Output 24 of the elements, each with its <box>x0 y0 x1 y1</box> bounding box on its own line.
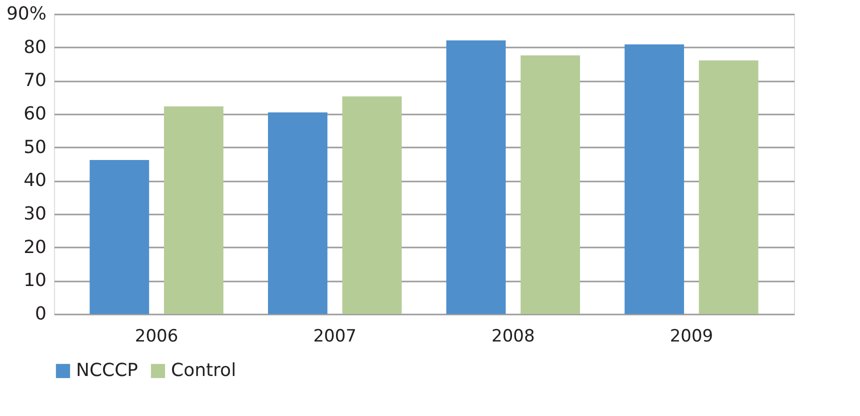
y-tick-label: 30 <box>24 204 46 224</box>
legend-label: NCCCP <box>76 360 138 381</box>
y-tick-label: 50 <box>24 136 46 158</box>
y-tick-label: 10 <box>24 270 46 292</box>
y-tick-label: 70 <box>24 70 46 92</box>
bar <box>446 40 506 314</box>
bar <box>164 106 224 314</box>
y-tick-label: 60 <box>24 104 46 124</box>
legend-label: Control <box>171 360 236 381</box>
x-tick-label: 2008 <box>492 326 535 346</box>
bar <box>624 44 684 314</box>
y-tick-label: 20 <box>24 236 46 258</box>
bar <box>342 96 402 314</box>
x-tick-label: 2006 <box>134 326 178 346</box>
y-tick-label: 0 <box>35 304 46 324</box>
bar <box>90 160 150 314</box>
bar <box>520 55 580 314</box>
y-tick-label: 90% <box>6 4 46 24</box>
y-tick-label: 80 <box>24 36 46 58</box>
x-tick-label: 2007 <box>313 326 356 346</box>
y-tick-label: 40 <box>24 170 46 192</box>
bar <box>268 112 328 314</box>
bar <box>698 60 758 314</box>
x-tick-label: 2009 <box>670 326 714 346</box>
